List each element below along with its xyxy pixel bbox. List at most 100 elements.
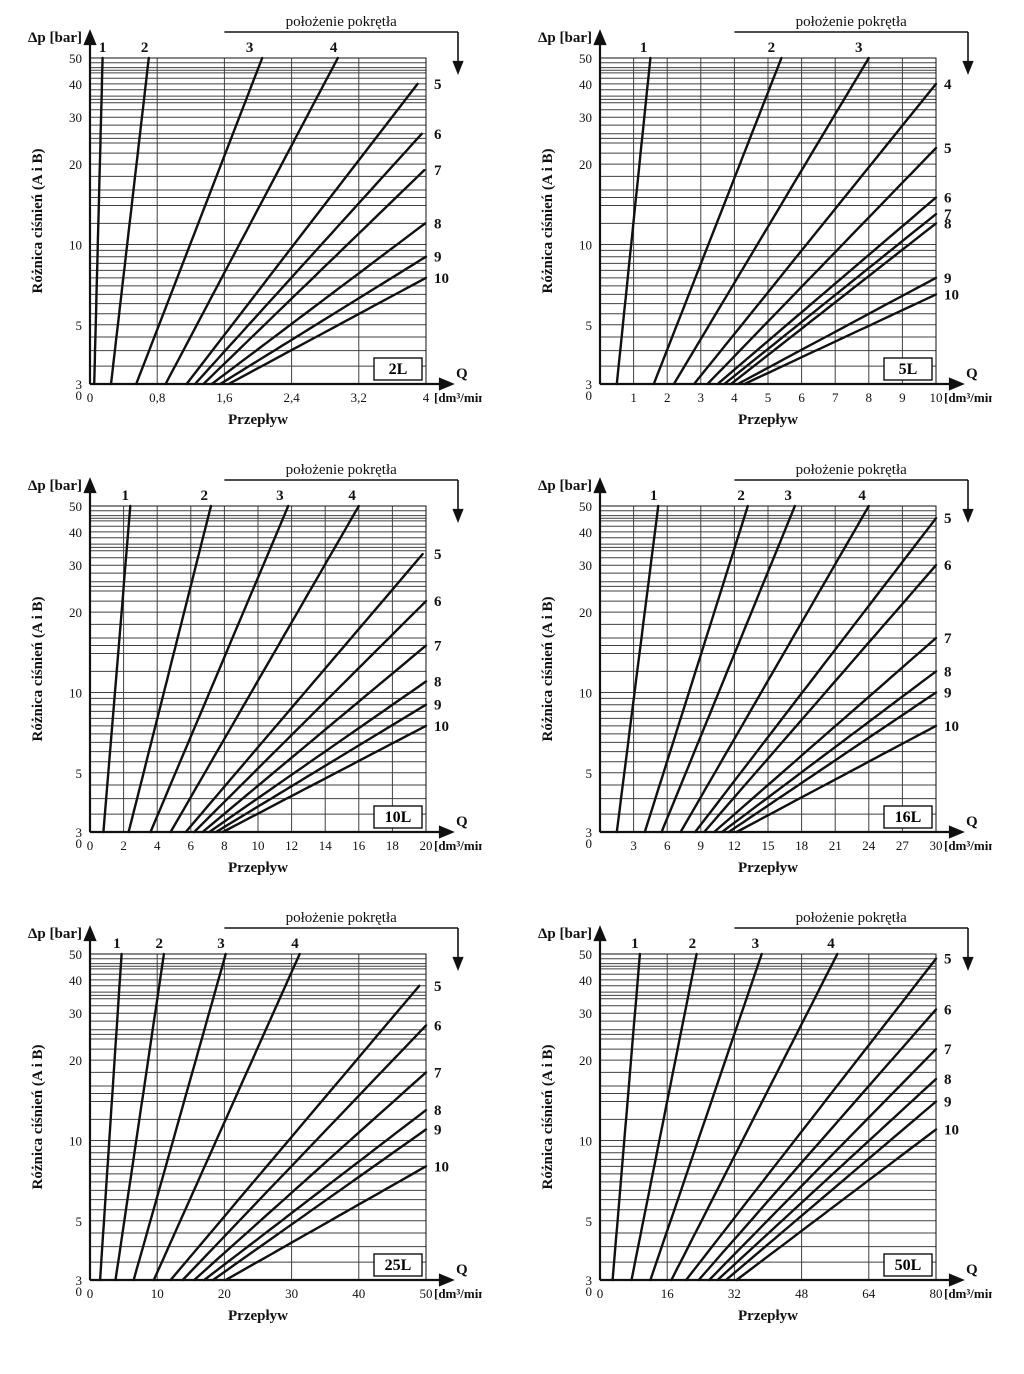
svg-text:Różnica ciśnień (A i B): Różnica ciśnień (A i B) xyxy=(540,596,556,741)
svg-text:2: 2 xyxy=(141,40,149,56)
svg-text:Przepływ: Przepływ xyxy=(228,1308,288,1324)
svg-text:położenie pokrętła: położenie pokrętła xyxy=(796,910,908,926)
svg-text:10: 10 xyxy=(944,1122,959,1138)
svg-text:15: 15 xyxy=(762,838,775,853)
svg-text:1,6: 1,6 xyxy=(216,390,233,405)
svg-text:20: 20 xyxy=(218,1286,231,1301)
svg-text:9: 9 xyxy=(698,838,705,853)
svg-text:0: 0 xyxy=(597,1286,604,1301)
svg-text:9: 9 xyxy=(434,250,442,266)
svg-text:80: 80 xyxy=(930,1286,943,1301)
svg-text:30: 30 xyxy=(579,1006,592,1021)
svg-text:40: 40 xyxy=(69,77,82,92)
svg-text:4: 4 xyxy=(154,838,161,853)
svg-text:4: 4 xyxy=(423,390,430,405)
svg-text:3: 3 xyxy=(217,936,225,952)
svg-text:3,2: 3,2 xyxy=(351,390,367,405)
svg-text:9: 9 xyxy=(899,390,906,405)
chart-2L: 12345678910351020304050000,81,62,43,24Δp… xyxy=(12,12,482,442)
svg-text:Q: Q xyxy=(456,1262,468,1278)
svg-text:9: 9 xyxy=(944,1095,952,1111)
svg-text:20: 20 xyxy=(579,605,592,620)
svg-text:0: 0 xyxy=(76,1284,83,1299)
svg-text:2: 2 xyxy=(737,488,745,504)
svg-text:7: 7 xyxy=(944,631,952,647)
svg-text:9: 9 xyxy=(944,271,952,287)
svg-text:2: 2 xyxy=(200,488,208,504)
svg-text:[dm³/min]: [dm³/min] xyxy=(434,390,482,405)
svg-text:4: 4 xyxy=(330,40,338,56)
svg-text:3: 3 xyxy=(630,838,637,853)
svg-text:8: 8 xyxy=(434,1103,442,1119)
svg-text:[dm³/min]: [dm³/min] xyxy=(944,390,992,405)
svg-text:położenie pokrętła: położenie pokrętła xyxy=(286,14,398,30)
svg-text:Q: Q xyxy=(966,814,978,830)
svg-text:0: 0 xyxy=(76,388,83,403)
svg-text:10: 10 xyxy=(944,719,959,735)
svg-text:16: 16 xyxy=(352,838,366,853)
svg-text:40: 40 xyxy=(69,525,82,540)
svg-text:5: 5 xyxy=(586,1214,593,1229)
svg-text:50: 50 xyxy=(420,1286,433,1301)
svg-text:1: 1 xyxy=(113,936,121,952)
svg-text:24: 24 xyxy=(862,838,876,853)
svg-text:5: 5 xyxy=(434,547,442,563)
svg-text:Q: Q xyxy=(966,1262,978,1278)
svg-text:21: 21 xyxy=(829,838,842,853)
svg-text:9: 9 xyxy=(944,685,952,701)
svg-text:20: 20 xyxy=(69,605,82,620)
svg-text:Różnica ciśnień (A i B): Różnica ciśnień (A i B) xyxy=(540,1044,556,1189)
svg-text:6: 6 xyxy=(944,191,952,207)
svg-text:48: 48 xyxy=(795,1286,808,1301)
svg-text:10: 10 xyxy=(252,838,265,853)
svg-text:[dm³/min]: [dm³/min] xyxy=(944,1286,992,1301)
svg-text:27: 27 xyxy=(896,838,910,853)
svg-text:8: 8 xyxy=(434,674,442,690)
svg-text:18: 18 xyxy=(386,838,399,853)
svg-text:1: 1 xyxy=(630,390,637,405)
svg-text:16L: 16L xyxy=(895,809,922,826)
svg-text:2: 2 xyxy=(664,390,671,405)
panel-16L: 1234567891035102030405003691215182124273… xyxy=(522,460,1012,890)
svg-text:Δp [bar]: Δp [bar] xyxy=(538,478,592,494)
svg-text:10: 10 xyxy=(579,1133,592,1148)
svg-text:położenie pokrętła: położenie pokrętła xyxy=(286,910,398,926)
svg-text:16: 16 xyxy=(661,1286,675,1301)
svg-text:0: 0 xyxy=(87,1286,94,1301)
svg-text:6: 6 xyxy=(188,838,195,853)
svg-text:8: 8 xyxy=(944,1072,952,1088)
svg-text:30: 30 xyxy=(285,1286,298,1301)
svg-text:10: 10 xyxy=(69,1133,82,1148)
svg-text:Różnica ciśnień (A i B): Różnica ciśnień (A i B) xyxy=(30,148,46,293)
svg-text:Przepływ: Przepływ xyxy=(738,860,798,876)
svg-text:40: 40 xyxy=(69,973,82,988)
svg-text:Przepływ: Przepływ xyxy=(738,1308,798,1324)
svg-text:10: 10 xyxy=(434,719,449,735)
svg-text:5: 5 xyxy=(944,952,952,968)
svg-text:10: 10 xyxy=(69,685,82,700)
svg-text:2: 2 xyxy=(689,936,697,952)
svg-text:18: 18 xyxy=(795,838,808,853)
svg-text:Różnica ciśnień (A i B): Różnica ciśnień (A i B) xyxy=(30,1044,46,1189)
panel-5L: 12345678910351020304050012345678910Δp [b… xyxy=(522,12,1012,442)
svg-text:5: 5 xyxy=(434,77,442,93)
svg-text:0: 0 xyxy=(87,390,94,405)
svg-text:7: 7 xyxy=(434,639,442,655)
svg-text:6: 6 xyxy=(434,1018,442,1034)
svg-text:40: 40 xyxy=(579,525,592,540)
svg-text:Q: Q xyxy=(456,366,468,382)
svg-text:10: 10 xyxy=(579,685,592,700)
svg-text:10: 10 xyxy=(944,287,959,303)
svg-text:7: 7 xyxy=(944,1042,952,1058)
svg-text:Δp [bar]: Δp [bar] xyxy=(28,30,82,46)
svg-text:30: 30 xyxy=(579,110,592,125)
svg-text:20: 20 xyxy=(420,838,433,853)
svg-text:5: 5 xyxy=(765,390,772,405)
svg-text:8: 8 xyxy=(434,216,442,232)
svg-text:50L: 50L xyxy=(895,1257,922,1274)
svg-text:0: 0 xyxy=(76,836,83,851)
svg-text:50: 50 xyxy=(579,499,592,514)
svg-text:6: 6 xyxy=(944,1002,952,1018)
svg-text:30: 30 xyxy=(69,558,82,573)
svg-text:50: 50 xyxy=(579,51,592,66)
